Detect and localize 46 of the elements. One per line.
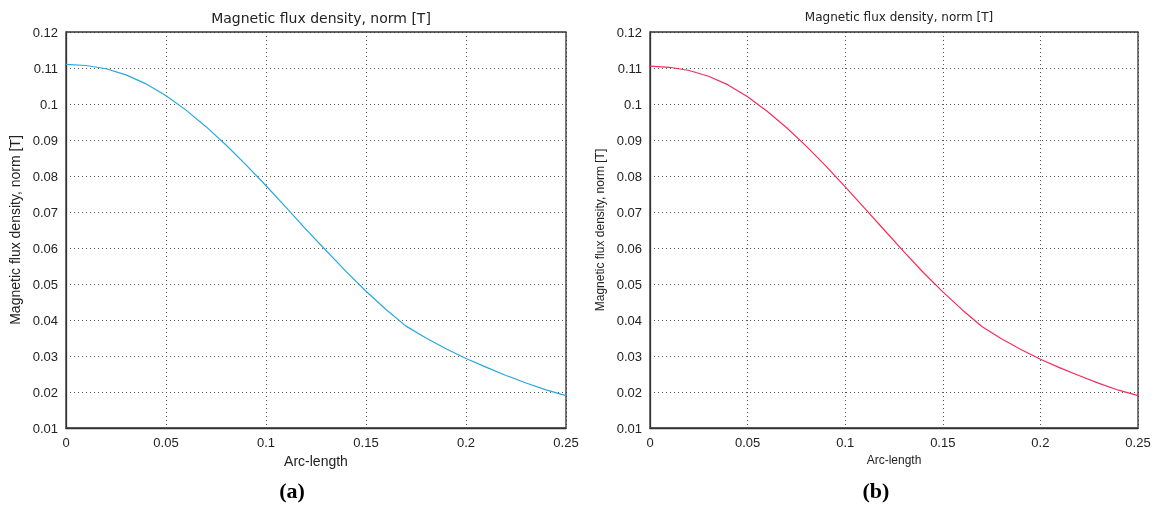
x-tick-label: 0.15: [353, 435, 379, 450]
y-tick-label: 0.06: [616, 240, 642, 256]
line-series: [65, 63, 567, 397]
text: (a): [278, 478, 306, 504]
y-tick-label: 0.02: [616, 384, 642, 400]
y-tick-label: 0.03: [32, 348, 58, 364]
y-tick-label: 0.08: [32, 168, 58, 184]
y-axis-title: Magnetic flux density, norm [T]: [6, 135, 23, 325]
x-tick-label: 0.1: [256, 435, 276, 450]
y-tick-label: 0.1: [623, 96, 642, 112]
y-tick-label: 0.11: [617, 60, 642, 76]
x-tick-label: 0.15: [930, 435, 956, 450]
y-tick-label: 0.09: [32, 132, 58, 148]
x-tick-label: 0.05: [153, 435, 179, 450]
y-tick-label: 0.04: [616, 312, 642, 328]
y-tick-label: 0.01: [32, 420, 58, 436]
y-tick-label: 0.02: [32, 384, 58, 400]
x-tick-label: 0: [646, 435, 654, 450]
x-axis-title: Arc-length: [284, 452, 348, 469]
x-tick-label: 0.25: [553, 435, 579, 450]
x-tick-label: 0: [62, 435, 70, 450]
y-tick-label: 0.1: [39, 96, 58, 112]
x-tick-label: 0.05: [734, 435, 761, 450]
x-tick-label: 0.2: [1031, 435, 1050, 450]
y-tick-label: 0.05: [616, 276, 642, 292]
y-tick-label: 0.09: [616, 132, 642, 148]
x-tick-label: 0.2: [456, 435, 476, 450]
line-series: [649, 65, 1139, 397]
y-tick-label: 0.05: [32, 276, 58, 292]
chart-title: Magnetic flux density, norm [T]: [211, 10, 431, 26]
y-tick-label: 0.07: [32, 204, 58, 220]
x-tick-label: 0.25: [1125, 435, 1151, 450]
y-axis-title: Magnetic flux density, norm [T]: [592, 148, 607, 312]
x-axis-title: Arc-length: [866, 452, 922, 467]
y-tick-label: 0.08: [616, 168, 642, 184]
y-tick-label: 0.07: [616, 204, 642, 220]
y-tick-label: 0.12: [32, 24, 58, 40]
y-tick-label: 0.04: [32, 312, 58, 328]
y-tick-label: 0.11: [33, 60, 58, 76]
y-tick-label: 0.03: [616, 348, 642, 364]
y-tick-label: 0.12: [616, 24, 642, 40]
y-tick-label: 0.01: [616, 420, 642, 436]
chart-title: Magnetic flux density, norm [T]: [804, 10, 994, 24]
x-tick-label: 0.1: [836, 435, 855, 450]
y-tick-label: 0.06: [32, 240, 58, 256]
text: (b): [861, 478, 891, 504]
